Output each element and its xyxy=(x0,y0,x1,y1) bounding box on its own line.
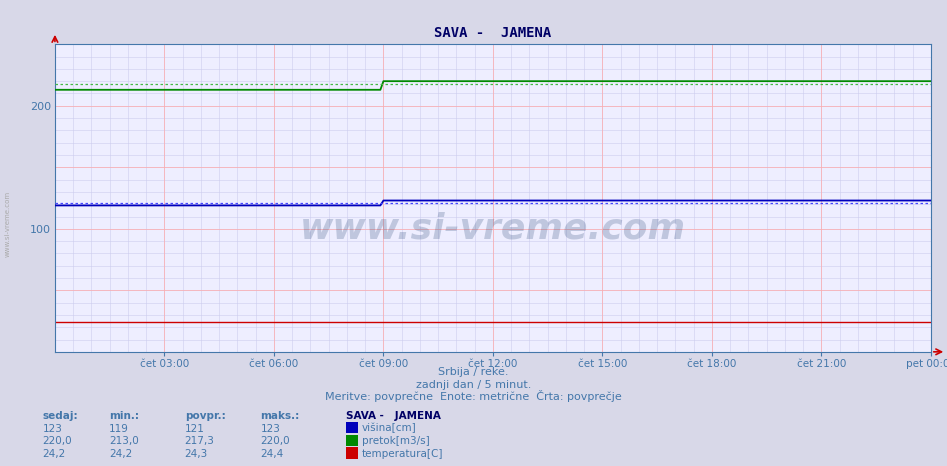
Text: zadnji dan / 5 minut.: zadnji dan / 5 minut. xyxy=(416,380,531,390)
Text: 24,2: 24,2 xyxy=(109,449,133,459)
Text: www.si-vreme.com: www.si-vreme.com xyxy=(300,212,686,246)
Text: 24,3: 24,3 xyxy=(185,449,208,459)
Text: 217,3: 217,3 xyxy=(185,436,215,446)
Text: 24,2: 24,2 xyxy=(43,449,66,459)
Text: SAVA -   JAMENA: SAVA - JAMENA xyxy=(346,411,440,421)
Text: 123: 123 xyxy=(260,424,280,433)
Text: 121: 121 xyxy=(185,424,205,433)
Text: višina[cm]: višina[cm] xyxy=(362,423,417,433)
Text: sedaj:: sedaj: xyxy=(43,411,79,421)
Text: min.:: min.: xyxy=(109,411,139,421)
Text: www.si-vreme.com: www.si-vreme.com xyxy=(5,191,10,257)
Text: temperatura[C]: temperatura[C] xyxy=(362,449,443,459)
Text: 220,0: 220,0 xyxy=(260,436,290,446)
Text: pretok[m3/s]: pretok[m3/s] xyxy=(362,436,430,446)
Text: Meritve: povprečne  Enote: metrične  Črta: povprečje: Meritve: povprečne Enote: metrične Črta:… xyxy=(325,391,622,402)
Text: 213,0: 213,0 xyxy=(109,436,138,446)
Text: Srbija / reke.: Srbija / reke. xyxy=(438,367,509,377)
Text: 123: 123 xyxy=(43,424,63,433)
Title: SAVA -  JAMENA: SAVA - JAMENA xyxy=(435,26,551,41)
Text: 24,4: 24,4 xyxy=(260,449,284,459)
Text: povpr.:: povpr.: xyxy=(185,411,225,421)
Text: 119: 119 xyxy=(109,424,129,433)
Text: 220,0: 220,0 xyxy=(43,436,72,446)
Text: maks.:: maks.: xyxy=(260,411,299,421)
